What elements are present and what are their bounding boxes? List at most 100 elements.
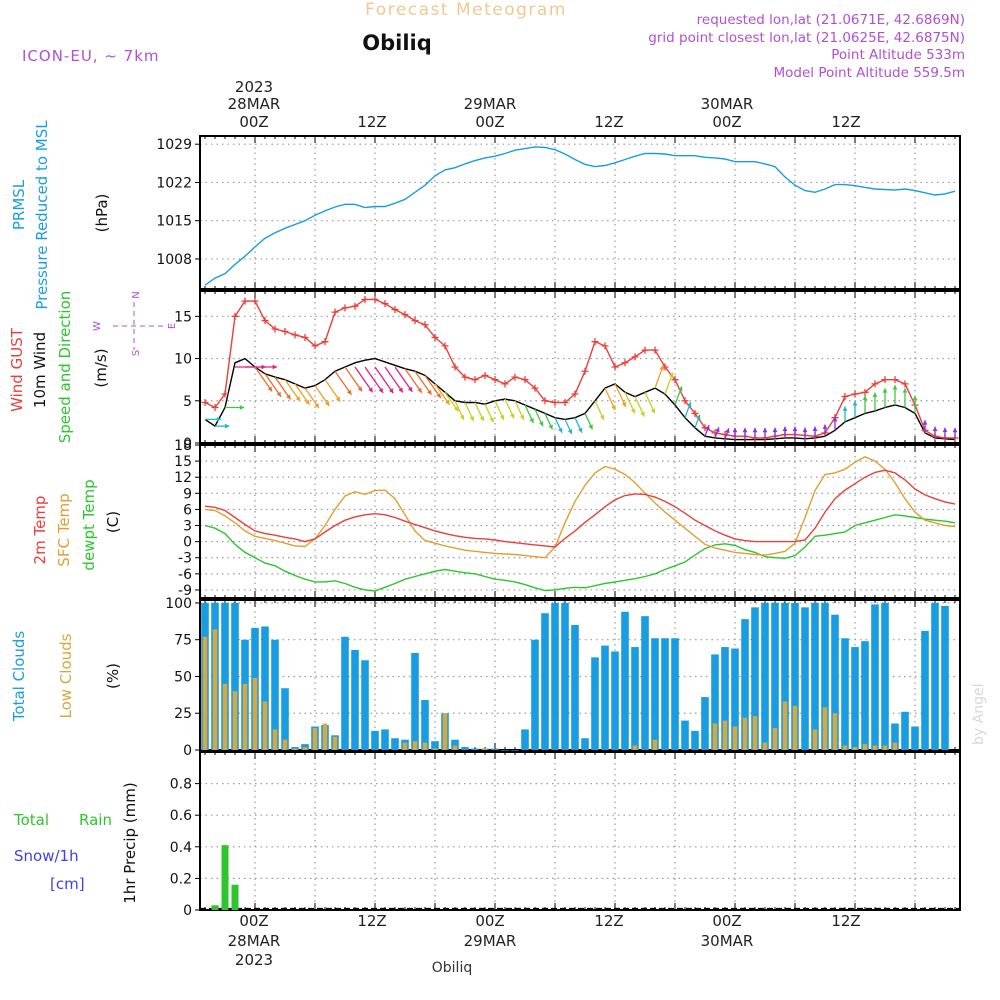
y-tick-label: 50 <box>174 669 192 685</box>
wind-arrow-head <box>669 372 674 378</box>
low-cloud-bar <box>212 629 218 750</box>
total-cloud-bar <box>591 657 599 750</box>
y-tick-label: -6 <box>178 567 192 583</box>
wind-direction-arrow <box>314 385 330 407</box>
wind-arrow-head <box>479 416 485 422</box>
wind-arrow-head <box>357 386 363 392</box>
total-cloud-bar <box>921 630 929 750</box>
wind-direction-arrow <box>704 424 710 437</box>
wind-arrow-head <box>538 421 544 427</box>
wind-direction-arrow <box>354 366 374 393</box>
low-cloud-bar <box>222 683 228 750</box>
compass-south: S <box>131 350 142 356</box>
wind-arrow-head <box>378 387 384 393</box>
wind-arrow-head <box>489 417 494 423</box>
wind-gust-marker <box>401 311 409 319</box>
low-cloud-bar <box>232 691 238 750</box>
wind-direction-arrow <box>902 388 908 408</box>
wind-direction-arrow <box>762 427 768 439</box>
wind-direction-arrow <box>594 400 605 421</box>
wind-arrow-head <box>510 413 515 419</box>
wind-arrow-head <box>650 408 656 414</box>
wind-arrow-head <box>630 408 636 414</box>
total-cloud-bar <box>521 729 529 750</box>
wind-direction-arrow <box>862 395 868 414</box>
y-tick-label: 0 <box>183 436 192 452</box>
wind-arrow-head <box>469 416 475 422</box>
precip-label-snow: Snow/1h <box>14 847 79 865</box>
total-cloud-bar <box>271 639 279 750</box>
wind-gust-marker <box>331 308 339 316</box>
precip-panel-labels: Total Rain Snow/1h [cm] 1hr Precip (mm) <box>13 782 139 903</box>
wind-gust-marker <box>871 380 879 388</box>
wind-direction-arrow <box>614 383 627 408</box>
wind-direction-arrow <box>374 366 394 394</box>
wind-arrow-head <box>295 396 301 402</box>
wind-arrow-head <box>872 392 878 397</box>
total-cloud-bar <box>801 607 809 750</box>
wind-direction-arrow <box>872 392 878 411</box>
wind-gust-marker <box>301 333 309 341</box>
wind-arrow-shaft <box>284 379 301 402</box>
wind-direction-arrow <box>832 417 838 431</box>
wind-direction-arrow <box>802 427 808 439</box>
wind-gust-marker <box>261 317 269 325</box>
wind-arrow-head <box>611 405 616 411</box>
wind-direction-arrow <box>384 366 404 393</box>
total-cloud-bar <box>221 602 229 750</box>
wind-gust-marker <box>681 397 689 405</box>
point-altitude: Point Altitude 533m <box>831 47 965 63</box>
wind-gust-marker <box>561 398 569 406</box>
total-cloud-bar <box>571 625 579 750</box>
low-cloud-bar <box>422 742 428 750</box>
wind-direction-arrow <box>724 428 730 440</box>
wind-gust-marker <box>571 390 579 398</box>
wind-arrow-head <box>732 427 738 433</box>
low-cloud-bar <box>652 739 658 750</box>
wind-arrow-head <box>388 388 394 394</box>
watermark: by Angel <box>971 684 987 745</box>
y-tick-label: 1015 <box>156 214 192 230</box>
wind-direction-arrow <box>694 414 701 429</box>
precip-label-total: Total <box>13 811 49 829</box>
wind-direction-arrow <box>882 388 888 408</box>
wind-arrow-shaft <box>384 366 404 393</box>
total-cloud-bar <box>371 730 379 750</box>
wind-direction-arrow <box>822 424 828 437</box>
low-cloud-bar <box>712 723 718 750</box>
wind-direction-arrow <box>782 426 788 438</box>
total-cloud-bar <box>351 650 359 750</box>
wind-arrow-head <box>696 414 701 420</box>
wind-gust-marker <box>281 328 289 336</box>
wind-gust-marker <box>501 380 509 388</box>
wind-arrow-shaft <box>344 366 363 392</box>
wind-direction-arrow <box>514 400 525 421</box>
low-cloud-bar <box>772 727 778 750</box>
total-cloud-bar <box>731 648 739 750</box>
y-tick-label: 0 <box>183 903 192 919</box>
wind-gust-marker <box>291 331 299 339</box>
bottom-hour-label: 12Z <box>831 912 860 930</box>
wind-arrow-shaft <box>394 366 413 393</box>
bottom-hour-label: 00Z <box>712 912 741 930</box>
low-cloud-bar <box>852 747 858 750</box>
wind-arrow-head <box>567 429 573 435</box>
wind-arrow-head <box>398 387 403 393</box>
total-cloud-bar <box>381 729 389 750</box>
wind-gust-marker <box>541 397 549 405</box>
compass-east: E <box>167 323 178 329</box>
bottom-hour-label: 00Z <box>239 912 268 930</box>
wind-arrow-head <box>922 420 928 425</box>
wind-arrow-shaft <box>254 366 273 392</box>
wind-arrow-head <box>324 401 330 407</box>
panel-frame <box>199 444 961 599</box>
wind-arrow-shaft <box>414 370 432 396</box>
wind-direction-arrow <box>564 419 573 435</box>
y-tick-label: 0 <box>183 535 192 551</box>
wind-direction-arrow <box>245 364 277 370</box>
wind-arrow-head <box>239 405 245 410</box>
bottom-hour-label: 12Z <box>594 912 623 930</box>
wind-direction-arrow <box>664 372 674 395</box>
compass-west: W <box>92 321 103 331</box>
wind-direction-arrow <box>254 366 273 392</box>
